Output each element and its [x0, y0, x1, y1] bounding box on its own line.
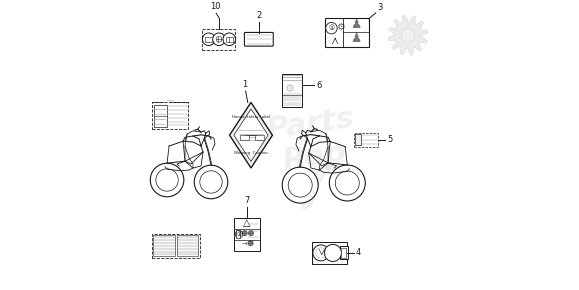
- Bar: [236, 230, 240, 238]
- Bar: [255, 135, 264, 140]
- Circle shape: [335, 171, 360, 195]
- Circle shape: [223, 33, 236, 46]
- Bar: [206, 37, 212, 42]
- Text: ☻☻: ☻☻: [241, 231, 255, 237]
- Text: →☻: →☻: [241, 241, 255, 247]
- Bar: [152, 234, 200, 258]
- Circle shape: [212, 33, 225, 46]
- Polygon shape: [234, 109, 268, 162]
- Circle shape: [326, 22, 337, 34]
- Circle shape: [329, 165, 365, 201]
- Circle shape: [401, 29, 415, 42]
- Text: 5: 5: [387, 135, 393, 144]
- Circle shape: [313, 245, 329, 261]
- Bar: [203, 29, 235, 50]
- Circle shape: [288, 173, 312, 197]
- Bar: [177, 235, 198, 256]
- Text: ——: ——: [167, 99, 175, 102]
- Text: ♟: ♟: [350, 32, 362, 45]
- Text: 10: 10: [210, 2, 221, 11]
- Text: Warning  Caution: Warning Caution: [234, 151, 268, 155]
- Circle shape: [151, 163, 184, 197]
- Text: ①: ①: [237, 232, 241, 237]
- Polygon shape: [301, 164, 335, 209]
- Bar: [152, 102, 188, 129]
- Polygon shape: [388, 15, 428, 55]
- Bar: [354, 133, 378, 147]
- Text: ♟: ♟: [350, 18, 362, 31]
- Circle shape: [194, 165, 228, 199]
- Circle shape: [156, 169, 178, 191]
- Text: 1: 1: [243, 80, 248, 89]
- Text: 7: 7: [244, 196, 250, 205]
- Bar: [340, 246, 348, 259]
- Text: ⚙: ⚙: [336, 22, 345, 32]
- Bar: [312, 242, 347, 264]
- Bar: [226, 37, 233, 42]
- Circle shape: [324, 244, 342, 262]
- Text: 6: 6: [316, 81, 321, 90]
- Bar: [325, 18, 369, 47]
- Circle shape: [282, 167, 318, 203]
- Text: 4: 4: [356, 249, 361, 258]
- FancyBboxPatch shape: [244, 32, 273, 46]
- Bar: [283, 74, 302, 107]
- Text: Honda Safety Label: Honda Safety Label: [232, 115, 270, 119]
- Bar: [153, 105, 167, 127]
- Bar: [354, 134, 361, 145]
- Bar: [341, 248, 346, 258]
- Text: 3: 3: [378, 3, 383, 12]
- Circle shape: [200, 171, 222, 193]
- Circle shape: [203, 33, 215, 46]
- Bar: [234, 218, 259, 251]
- Text: 2: 2: [256, 11, 262, 20]
- Polygon shape: [229, 102, 272, 168]
- Text: ①: ①: [328, 25, 335, 31]
- Text: △: △: [243, 218, 251, 228]
- Text: Parts
Rep: Parts Rep: [264, 104, 361, 178]
- Bar: [153, 235, 175, 256]
- Bar: [240, 135, 249, 140]
- Text: ⚙: ⚙: [285, 84, 295, 94]
- Circle shape: [235, 231, 243, 238]
